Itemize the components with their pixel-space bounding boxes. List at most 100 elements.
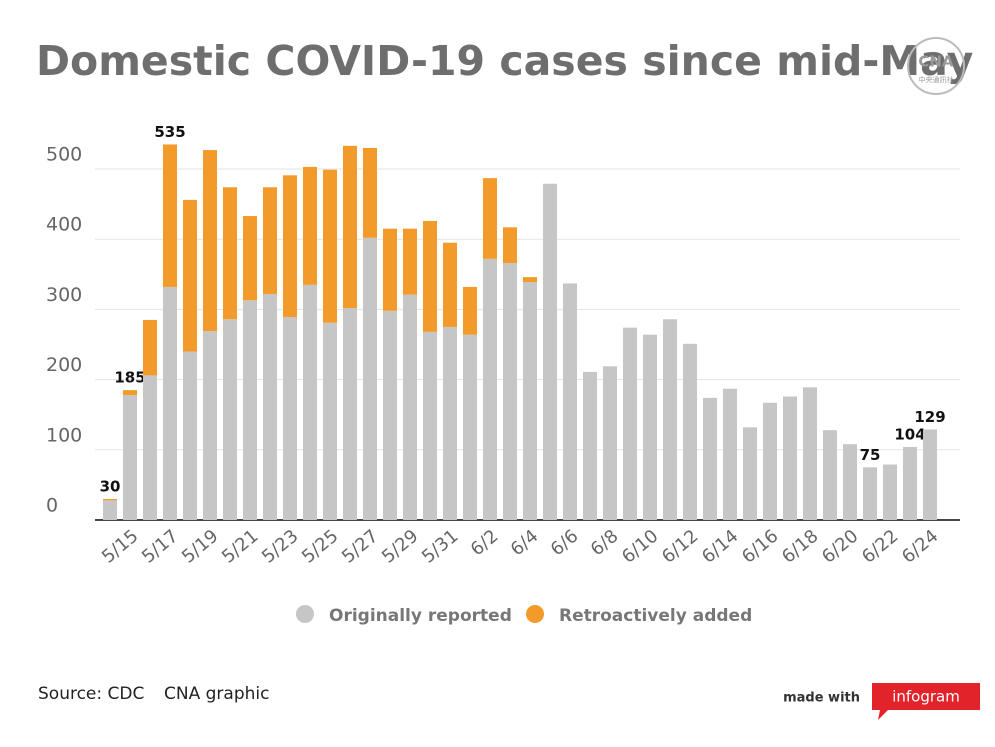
bar-segment	[303, 284, 317, 520]
bar-segment	[123, 395, 137, 520]
x-tick-label: 5/19	[178, 526, 222, 568]
bar-segment	[923, 429, 937, 520]
logo-subtitle: 中央通訊社	[919, 75, 954, 84]
x-tick-label: 6/10	[618, 526, 662, 568]
bar-segment	[783, 396, 797, 520]
bar-segment	[863, 467, 877, 520]
x-tick-label: 6/24	[898, 526, 942, 568]
data-label: 30	[100, 477, 121, 495]
legend-label: Originally reported	[329, 606, 512, 626]
bar-segment	[243, 300, 257, 520]
x-tick-label: 5/21	[218, 526, 262, 568]
bar-segment	[163, 286, 177, 520]
bar-segment	[423, 220, 437, 332]
bar-segment	[803, 387, 817, 520]
chart-title: Domestic COVID-19 cases since mid-May	[36, 37, 973, 85]
x-tick-label: 5/31	[418, 526, 462, 568]
x-tick-label: 6/4	[507, 526, 543, 561]
y-tick-label: 500	[46, 144, 82, 166]
x-tick-label: 6/2	[467, 526, 503, 561]
brand: infogram	[892, 688, 960, 706]
source: Source: CDC	[38, 684, 144, 704]
x-tick-label: 6/16	[738, 526, 782, 568]
bar-segment	[443, 326, 457, 520]
bar-segment	[223, 187, 237, 320]
bar-segment	[883, 464, 897, 520]
bar-segment	[843, 444, 857, 520]
bar-segment	[363, 237, 377, 520]
legend-swatch	[526, 605, 544, 623]
x-tick-label: 6/14	[698, 526, 742, 568]
brand-badge	[872, 683, 980, 720]
x-tick-label: 6/12	[658, 526, 702, 568]
logo-text: CNA	[918, 53, 954, 71]
plot: 0 100 200 300 400 500 30 185 5/15 535 5/175/195/21…	[46, 123, 960, 626]
bar-segment	[143, 319, 157, 376]
bar-segment	[823, 430, 837, 520]
bar-segment	[343, 145, 357, 308]
bar-segment	[463, 286, 477, 335]
bar-segment	[383, 310, 397, 520]
bar-segment	[103, 500, 117, 520]
y-tick-label: 300	[46, 284, 82, 306]
bar-segment	[703, 397, 717, 520]
bar-segment	[323, 169, 337, 323]
x-tick-label: 6/18	[778, 526, 822, 568]
bar-segment	[123, 390, 137, 396]
logo-ring	[907, 37, 965, 95]
x-tick-label: 5/25	[298, 526, 342, 568]
bar-segment	[303, 166, 317, 285]
bar-segment	[403, 294, 417, 520]
bar-segment	[103, 498, 117, 501]
bar-segment	[463, 334, 477, 520]
made-with: made with	[783, 691, 860, 706]
bar-segment	[403, 228, 417, 295]
bar-segment	[263, 293, 277, 520]
bar-segment	[223, 319, 237, 520]
x-tick-label: 5/29	[378, 526, 422, 568]
y-tick-label: 400	[46, 214, 82, 236]
x-tick-label: 5/17	[138, 526, 182, 568]
x-tick-label: 5/23	[258, 526, 302, 568]
bar-segment	[183, 199, 197, 352]
bar-segment	[143, 375, 157, 520]
x-tick-label: 5/15	[98, 526, 142, 568]
legend-label: Retroactively added	[559, 606, 752, 626]
data-label: 75	[860, 446, 881, 464]
y-tick-label: 200	[46, 354, 82, 376]
x-tick-label: 5/27	[338, 526, 382, 568]
x-tick-label: 6/6	[547, 526, 583, 561]
logo: CNA 中央通訊社	[907, 37, 965, 95]
bar-segment	[183, 351, 197, 520]
legend-swatch	[296, 605, 314, 623]
bar-segment	[643, 334, 657, 520]
bar-segment	[283, 175, 297, 318]
y-tick-label: 100	[46, 424, 82, 446]
bar-segment	[483, 178, 497, 259]
bar-segment	[563, 283, 577, 520]
bar-segment	[743, 427, 757, 520]
x-tick-label: 6/22	[858, 526, 902, 568]
bar-segment	[903, 446, 917, 520]
bar-segment	[363, 147, 377, 238]
bar-segment	[523, 277, 537, 283]
bar-segment	[483, 258, 497, 520]
bar-segment	[283, 317, 297, 520]
bar-segment	[543, 183, 557, 520]
bar-segment	[383, 228, 397, 311]
bar-segment	[323, 322, 337, 520]
data-label: 129	[914, 408, 945, 426]
x-tick-label: 6/8	[587, 526, 623, 561]
data-label: 535	[154, 123, 185, 141]
bar-segment	[663, 319, 677, 520]
bar-segment	[423, 331, 437, 520]
bar-segment	[163, 144, 177, 287]
x-tick-label: 6/20	[818, 526, 862, 568]
bar-segment	[503, 263, 517, 520]
bar-segment	[683, 343, 697, 520]
bar-segment	[343, 307, 357, 520]
bar-segment	[763, 402, 777, 520]
bar-segment	[723, 388, 737, 520]
bar-segment	[503, 227, 517, 264]
